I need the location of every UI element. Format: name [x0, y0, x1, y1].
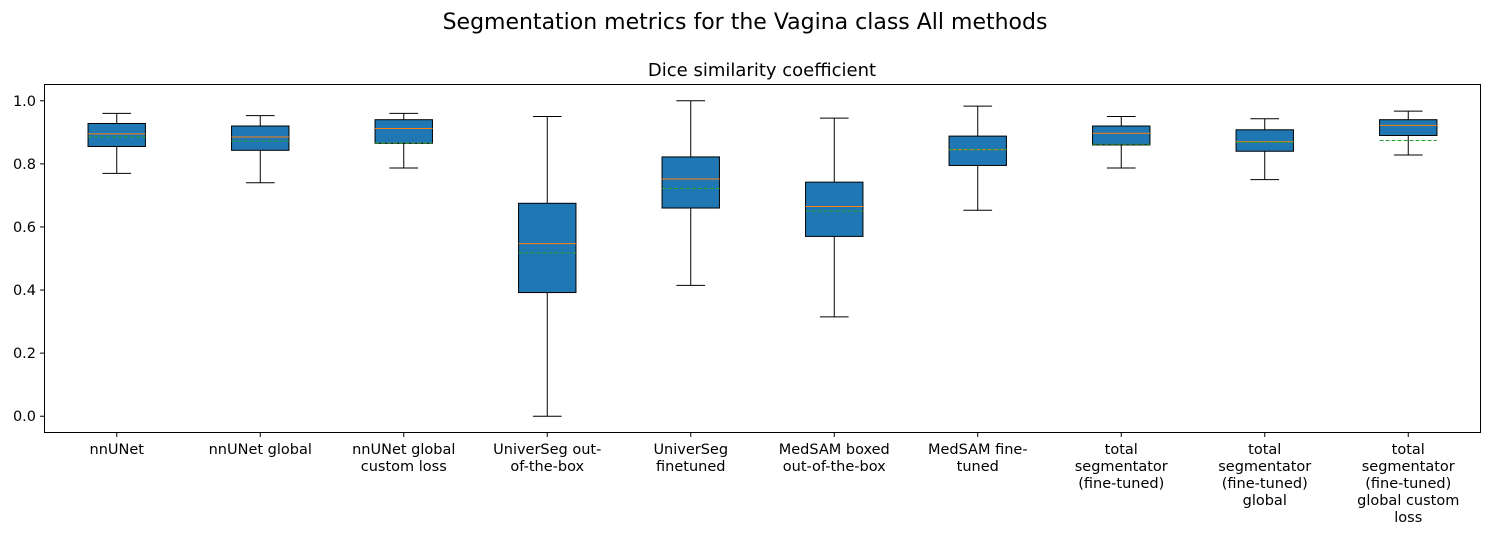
y-tick-label: 0.6: [13, 220, 36, 236]
axes-frame: [44, 84, 1481, 433]
box: [231, 125, 290, 151]
plot-area: 0.0 0.2 0.4 0.6 0.8 1.0 nnUNet nnUNet global nnU…: [13, 94, 1459, 526]
x-tick-label: total segmentator (fine-tuned): [1075, 442, 1168, 492]
x-tick-label: nnUNet global: [209, 442, 312, 458]
y-tick-label: 0.4: [13, 283, 36, 299]
y-tick-label: 0.0: [13, 409, 36, 425]
x-tick-label: nnUNet: [90, 442, 145, 458]
box: [661, 156, 720, 209]
box: [948, 135, 1007, 166]
y-tick-label: 0.8: [13, 157, 36, 173]
x-tick-label: nnUNet global custom loss: [352, 442, 455, 475]
box: [374, 119, 433, 144]
box: [87, 122, 146, 148]
box: [1092, 125, 1151, 146]
y-tick-label: 0.2: [13, 346, 36, 362]
box: [1379, 119, 1438, 136]
box: [1235, 129, 1294, 152]
box: [805, 181, 864, 237]
x-tick-label: total segmentator (fine-tuned) global: [1218, 442, 1311, 509]
chart-title: Dice similarity coefficient: [648, 60, 876, 81]
x-tick-label: MedSAM boxed out-of-the-box: [779, 442, 890, 475]
x-tick-label: total segmentator (fine-tuned) global custo…: [1357, 442, 1459, 526]
box: [518, 202, 577, 294]
x-tick-label: MedSAM fine-tuned: [928, 442, 1028, 475]
x-tick-label: UniverSeg out-of-the-box: [493, 442, 601, 475]
y-tick-label: 1.0: [13, 94, 36, 110]
x-tick-label: UniverSeg finetuned: [653, 442, 728, 475]
figure-title: Segmentation metrics for the Vagina clas…: [443, 10, 1048, 35]
